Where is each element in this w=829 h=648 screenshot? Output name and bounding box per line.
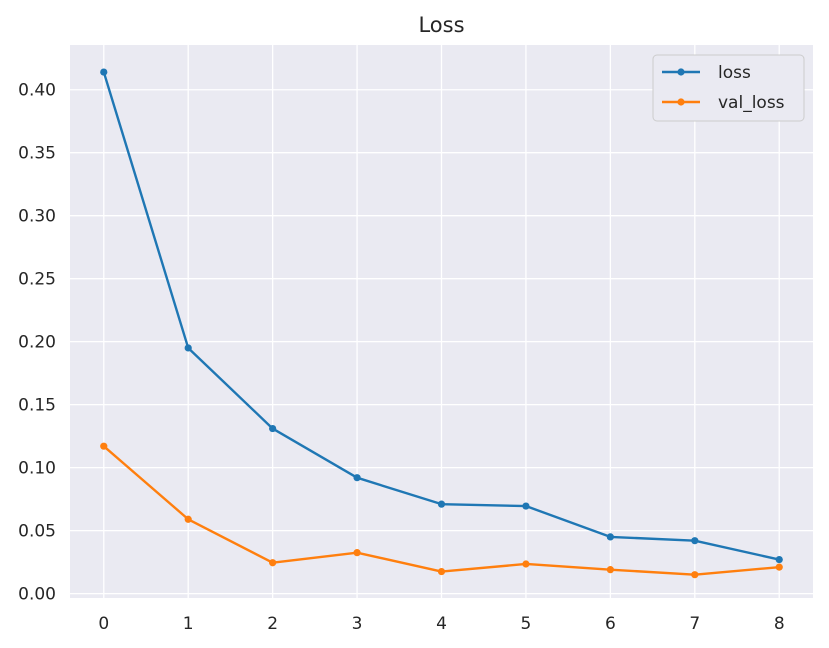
legend-label-val-loss: val_loss bbox=[718, 93, 785, 113]
x-tick-label: 2 bbox=[267, 614, 278, 634]
y-tick-label: 0.30 bbox=[18, 207, 56, 227]
y-tick-labels: 0.00 0.05 0.10 0.15 0.20 0.25 0.30 0.35 0.40 bbox=[18, 81, 56, 605]
y-tick-label: 0.15 bbox=[18, 396, 56, 416]
data-point-val-loss bbox=[691, 571, 699, 579]
data-point-val-loss bbox=[353, 549, 361, 557]
y-tick-label: 0.05 bbox=[18, 522, 56, 542]
x-tick-label: 3 bbox=[352, 614, 363, 634]
legend: loss val_loss bbox=[652, 54, 805, 122]
data-point-val-loss bbox=[522, 560, 530, 568]
data-point-val-loss bbox=[606, 566, 614, 574]
y-tick-label: 0.00 bbox=[18, 585, 56, 605]
y-tick-label: 0.10 bbox=[18, 459, 56, 479]
data-point-loss bbox=[184, 344, 192, 352]
chart-title: Loss bbox=[418, 13, 464, 37]
data-point-loss bbox=[269, 424, 277, 433]
x-tick-label: 8 bbox=[774, 614, 785, 634]
x-tick-label: 5 bbox=[521, 614, 532, 634]
data-point-loss bbox=[353, 474, 361, 482]
data-point-loss bbox=[691, 537, 699, 545]
data-point-val-loss bbox=[184, 515, 192, 523]
y-tick-label: 0.25 bbox=[18, 270, 56, 290]
x-tick-label: 1 bbox=[183, 614, 194, 634]
x-tick-label: 0 bbox=[98, 614, 109, 634]
data-point-val-loss bbox=[100, 442, 108, 450]
x-tick-label: 7 bbox=[689, 614, 700, 634]
data-point-loss bbox=[775, 555, 783, 564]
series-layer bbox=[100, 68, 783, 579]
legend-label-loss: loss bbox=[718, 63, 751, 83]
data-point-val-loss bbox=[269, 559, 277, 567]
data-point-loss bbox=[100, 68, 108, 76]
data-point-val-loss bbox=[775, 563, 783, 571]
y-tick-label: 0.35 bbox=[18, 144, 56, 164]
y-gridlines bbox=[70, 89, 813, 595]
data-point-loss bbox=[606, 533, 614, 541]
data-point-loss bbox=[522, 502, 530, 510]
y-tick-label: 0.20 bbox=[18, 333, 56, 353]
legend-marker-loss bbox=[677, 68, 685, 76]
legend-marker-val-loss bbox=[677, 98, 685, 106]
data-point-val-loss bbox=[437, 567, 446, 576]
x-tick-label: 6 bbox=[605, 614, 616, 634]
x-gridlines bbox=[103, 45, 780, 598]
data-point-loss bbox=[437, 500, 446, 508]
x-tick-labels: 0 1 2 3 4 5 6 7 8 bbox=[98, 614, 784, 634]
y-tick-label: 0.40 bbox=[18, 81, 56, 101]
x-tick-label: 4 bbox=[436, 614, 447, 634]
